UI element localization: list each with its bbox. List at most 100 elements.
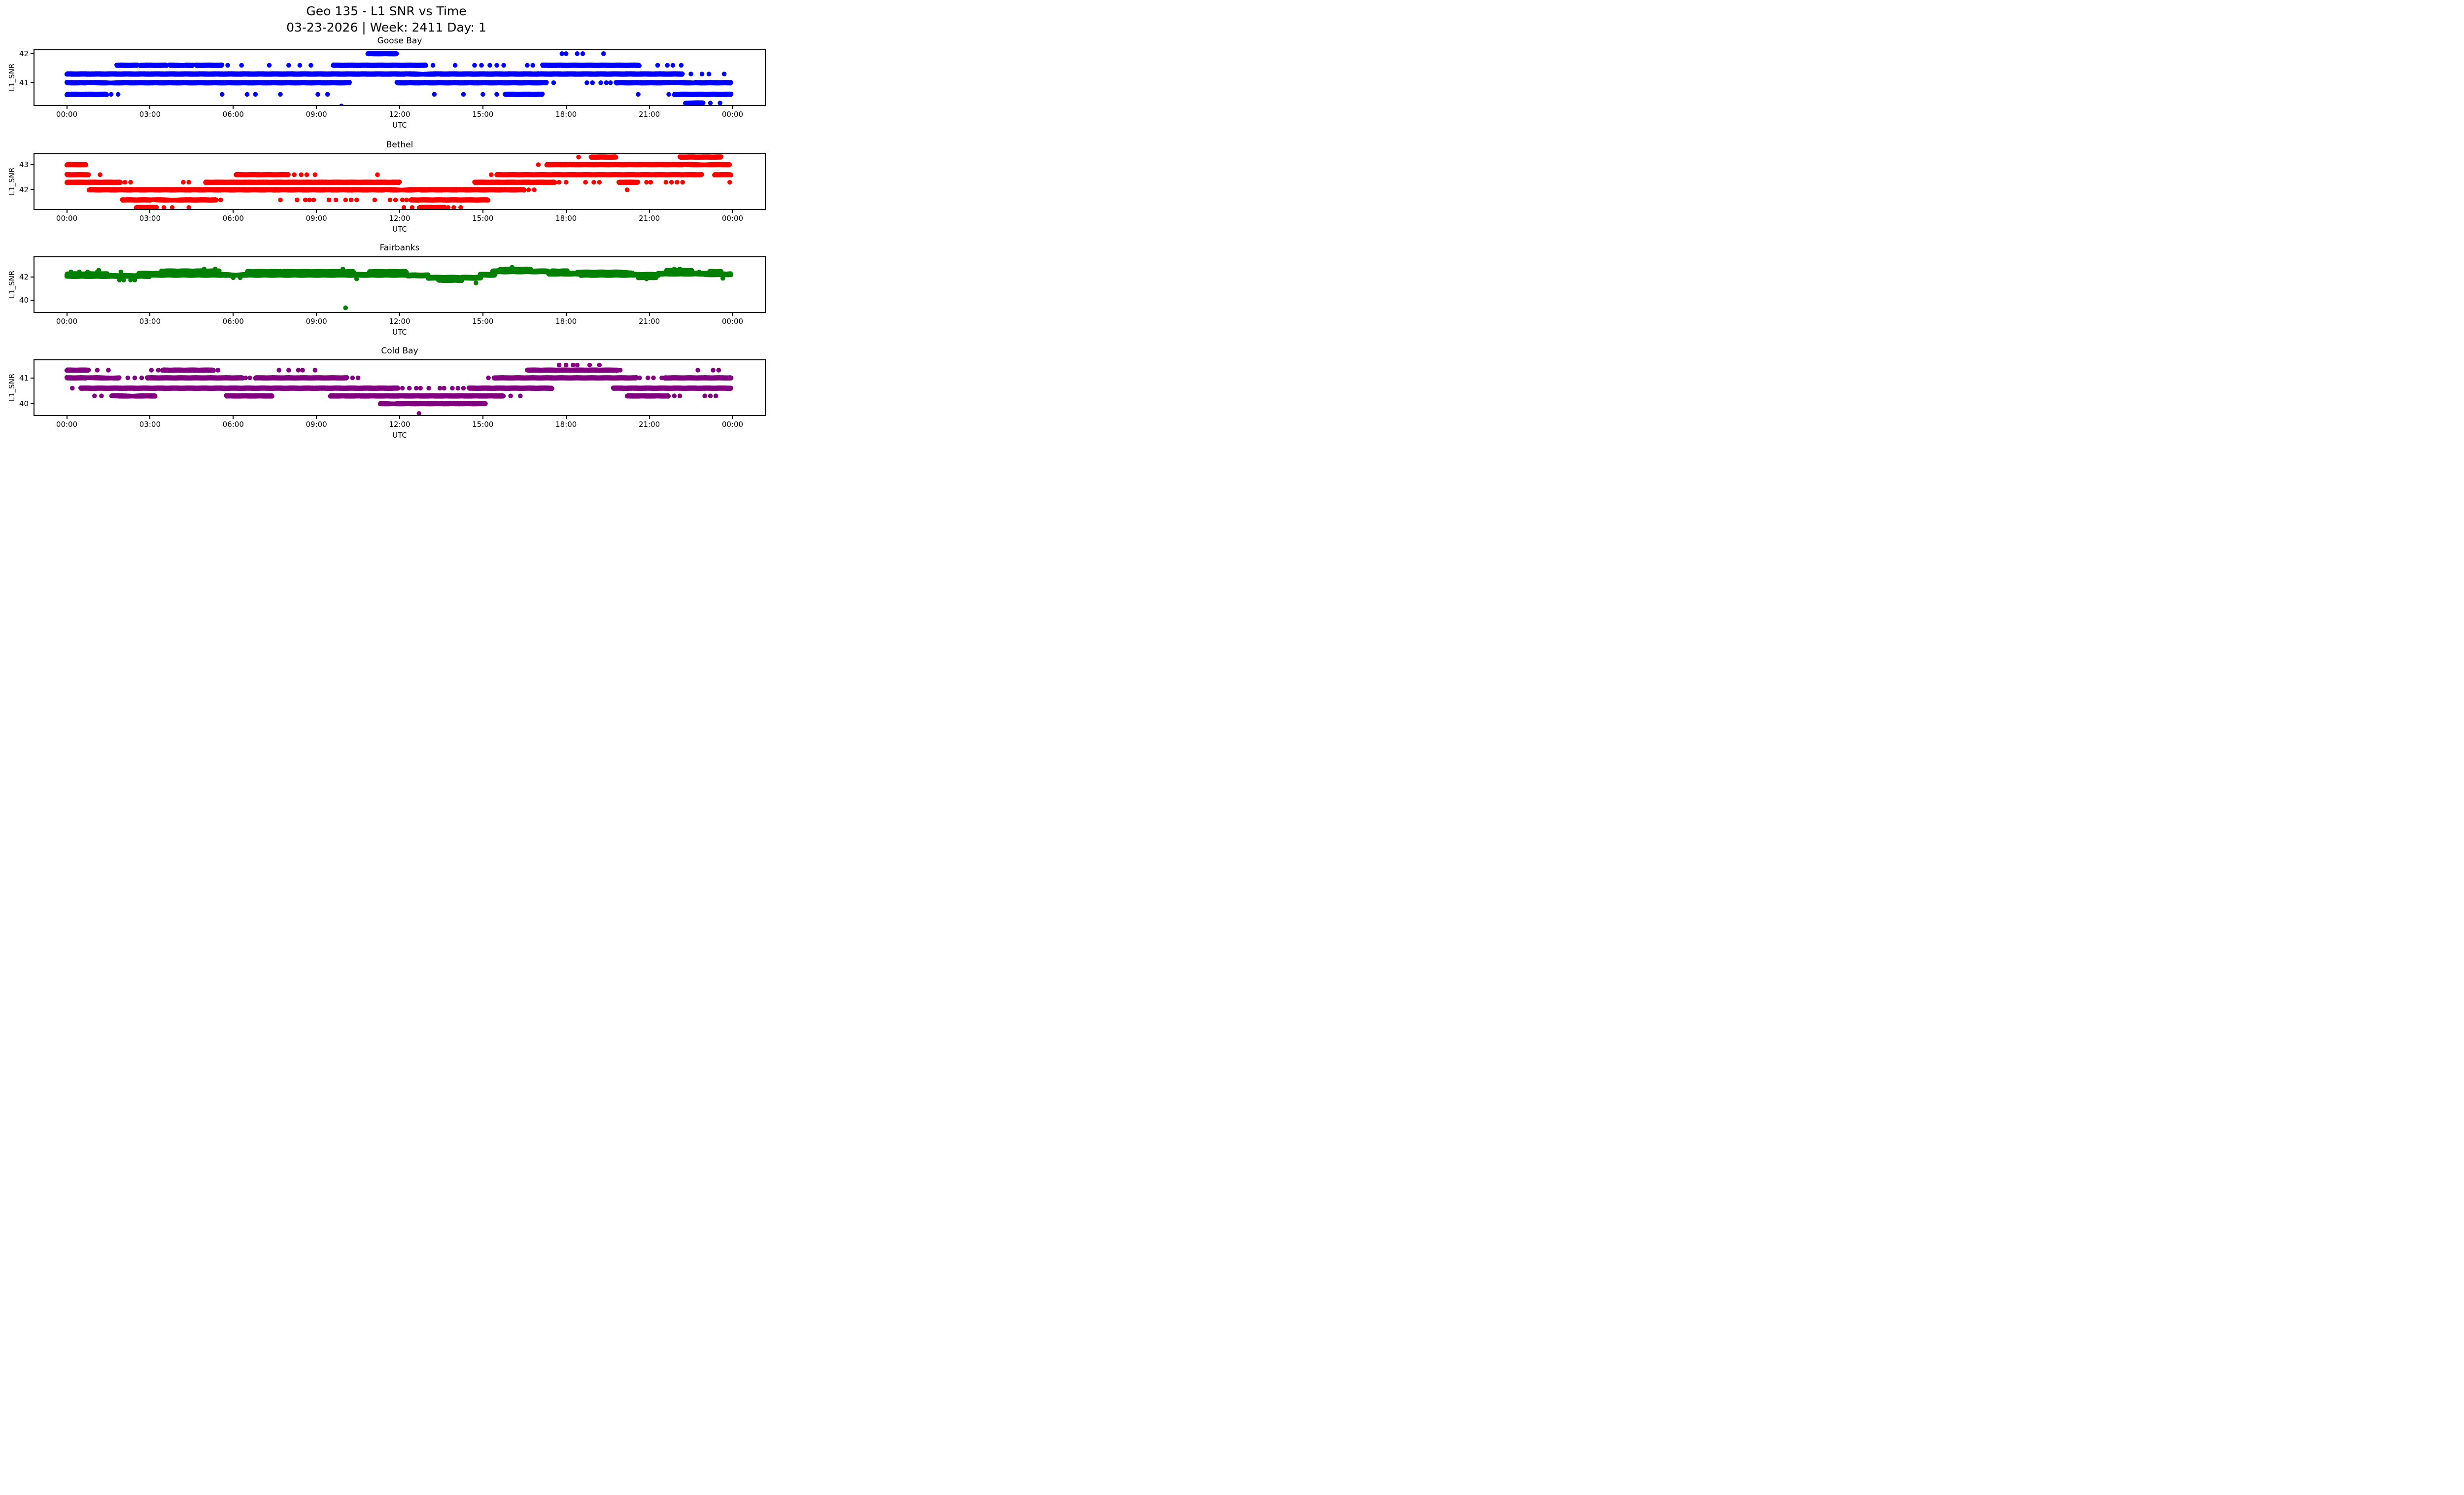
x-tick-label: 21:00: [638, 420, 660, 429]
x-tick-label: 12:00: [389, 110, 411, 119]
figure: Geo 135 - L1 SNR vs Time 03-23-2026 | We…: [0, 0, 773, 449]
x-tick-mark: [732, 106, 733, 109]
y-tick-label: 40: [19, 296, 29, 305]
x-tick-mark: [732, 416, 733, 419]
x-tick-mark: [399, 210, 400, 213]
subplot-title: Bethel: [386, 140, 413, 150]
subplot-title: Goose Bay: [377, 36, 422, 46]
x-tick-mark: [233, 416, 234, 419]
x-tick-label: 12:00: [389, 420, 411, 429]
subplot-title: Cold Bay: [381, 346, 418, 356]
x-tick-mark: [233, 210, 234, 213]
x-tick-mark: [149, 313, 151, 316]
x-tick-label: 06:00: [222, 110, 244, 119]
y-tick-mark: [31, 277, 34, 278]
fairbanks-scatter-canvas: [34, 256, 766, 313]
x-tick-mark: [316, 313, 317, 316]
x-tick-mark: [649, 210, 650, 213]
x-tick-label: 18:00: [555, 110, 577, 119]
subplot-bethel: Bethel L1_SNR UTC 00:00 03:00 06:00 09:00 12…: [0, 139, 773, 234]
x-tick-label: 09:00: [306, 420, 327, 429]
x-tick-mark: [649, 416, 650, 419]
y-tick-mark: [31, 403, 34, 404]
x-tick-label: 00:00: [56, 110, 78, 119]
y-tick-mark: [31, 82, 34, 83]
x-tick-mark: [649, 313, 650, 316]
y-tick-mark: [31, 300, 34, 301]
x-tick-label: 15:00: [472, 214, 494, 223]
x-tick-mark: [149, 106, 151, 109]
x-tick-label: 21:00: [638, 110, 660, 119]
x-tick-label: 09:00: [306, 110, 327, 119]
x-tick-mark: [482, 416, 483, 419]
x-axis-label: UTC: [392, 328, 407, 337]
x-tick-mark: [482, 106, 483, 109]
x-tick-mark: [399, 313, 400, 316]
x-tick-label: 18:00: [555, 420, 577, 429]
x-tick-label: 15:00: [472, 317, 494, 326]
y-tick-label: 41: [19, 373, 29, 382]
cold-bay-scatter-canvas: [34, 359, 766, 416]
x-tick-label: 15:00: [472, 110, 494, 119]
goose-bay-scatter-canvas: [34, 49, 766, 106]
y-tick-label: 40: [19, 399, 29, 408]
x-tick-label: 00:00: [56, 214, 78, 223]
x-tick-mark: [732, 210, 733, 213]
x-tick-mark: [482, 313, 483, 316]
x-tick-mark: [233, 313, 234, 316]
x-tick-label: 00:00: [721, 110, 744, 119]
x-tick-label: 00:00: [56, 317, 78, 326]
x-tick-mark: [565, 313, 567, 316]
x-axis-label: UTC: [392, 431, 407, 440]
subplot-fairbanks: Fairbanks L1_SNR UTC 00:00 03:00 06:00 09:0…: [0, 242, 773, 337]
x-tick-label: 03:00: [139, 110, 161, 119]
x-tick-mark: [399, 416, 400, 419]
bethel-scatter-canvas: [34, 153, 766, 210]
x-tick-mark: [66, 416, 68, 419]
x-tick-label: 03:00: [139, 420, 161, 429]
x-tick-mark: [482, 210, 483, 213]
y-tick-label: 41: [19, 78, 29, 87]
x-tick-label: 09:00: [306, 317, 327, 326]
x-tick-mark: [66, 313, 68, 316]
x-tick-mark: [233, 106, 234, 109]
x-tick-label: 21:00: [638, 214, 660, 223]
x-tick-mark: [399, 106, 400, 109]
y-tick-mark: [31, 164, 34, 165]
x-tick-mark: [649, 106, 650, 109]
x-tick-mark: [149, 210, 151, 213]
x-tick-label: 09:00: [306, 214, 327, 223]
subplot-goose-bay: Goose Bay L1_SNR UTC 00:00 03:00 06:00 09:0…: [0, 35, 773, 130]
x-tick-label: 00:00: [56, 420, 78, 429]
x-tick-label: 06:00: [222, 420, 244, 429]
y-tick-label: 42: [19, 273, 29, 282]
x-tick-label: 18:00: [555, 317, 577, 326]
x-tick-mark: [66, 106, 68, 109]
y-tick-mark: [31, 53, 34, 54]
x-tick-label: 03:00: [139, 317, 161, 326]
y-tick-label: 42: [19, 185, 29, 195]
x-tick-label: 00:00: [721, 317, 744, 326]
y-tick-label: 43: [19, 160, 29, 169]
x-tick-label: 03:00: [139, 214, 161, 223]
x-tick-label: 00:00: [721, 420, 744, 429]
x-axis-label: UTC: [392, 121, 407, 130]
y-tick-mark: [31, 189, 34, 191]
x-tick-mark: [565, 210, 567, 213]
x-tick-label: 15:00: [472, 420, 494, 429]
x-tick-label: 06:00: [222, 214, 244, 223]
x-tick-mark: [565, 106, 567, 109]
plot-area: [34, 256, 766, 313]
x-tick-mark: [316, 416, 317, 419]
x-tick-mark: [66, 210, 68, 213]
plot-area: [34, 153, 766, 210]
x-tick-label: 06:00: [222, 317, 244, 326]
figure-title: Geo 135 - L1 SNR vs Time: [306, 4, 467, 18]
x-tick-label: 12:00: [389, 317, 411, 326]
y-tick-mark: [31, 377, 34, 379]
x-tick-label: 18:00: [555, 214, 577, 223]
x-tick-mark: [316, 106, 317, 109]
x-tick-mark: [316, 210, 317, 213]
y-tick-label: 42: [19, 49, 29, 58]
figure-subtitle: 03-23-2026 | Week: 2411 Day: 1: [286, 20, 486, 35]
